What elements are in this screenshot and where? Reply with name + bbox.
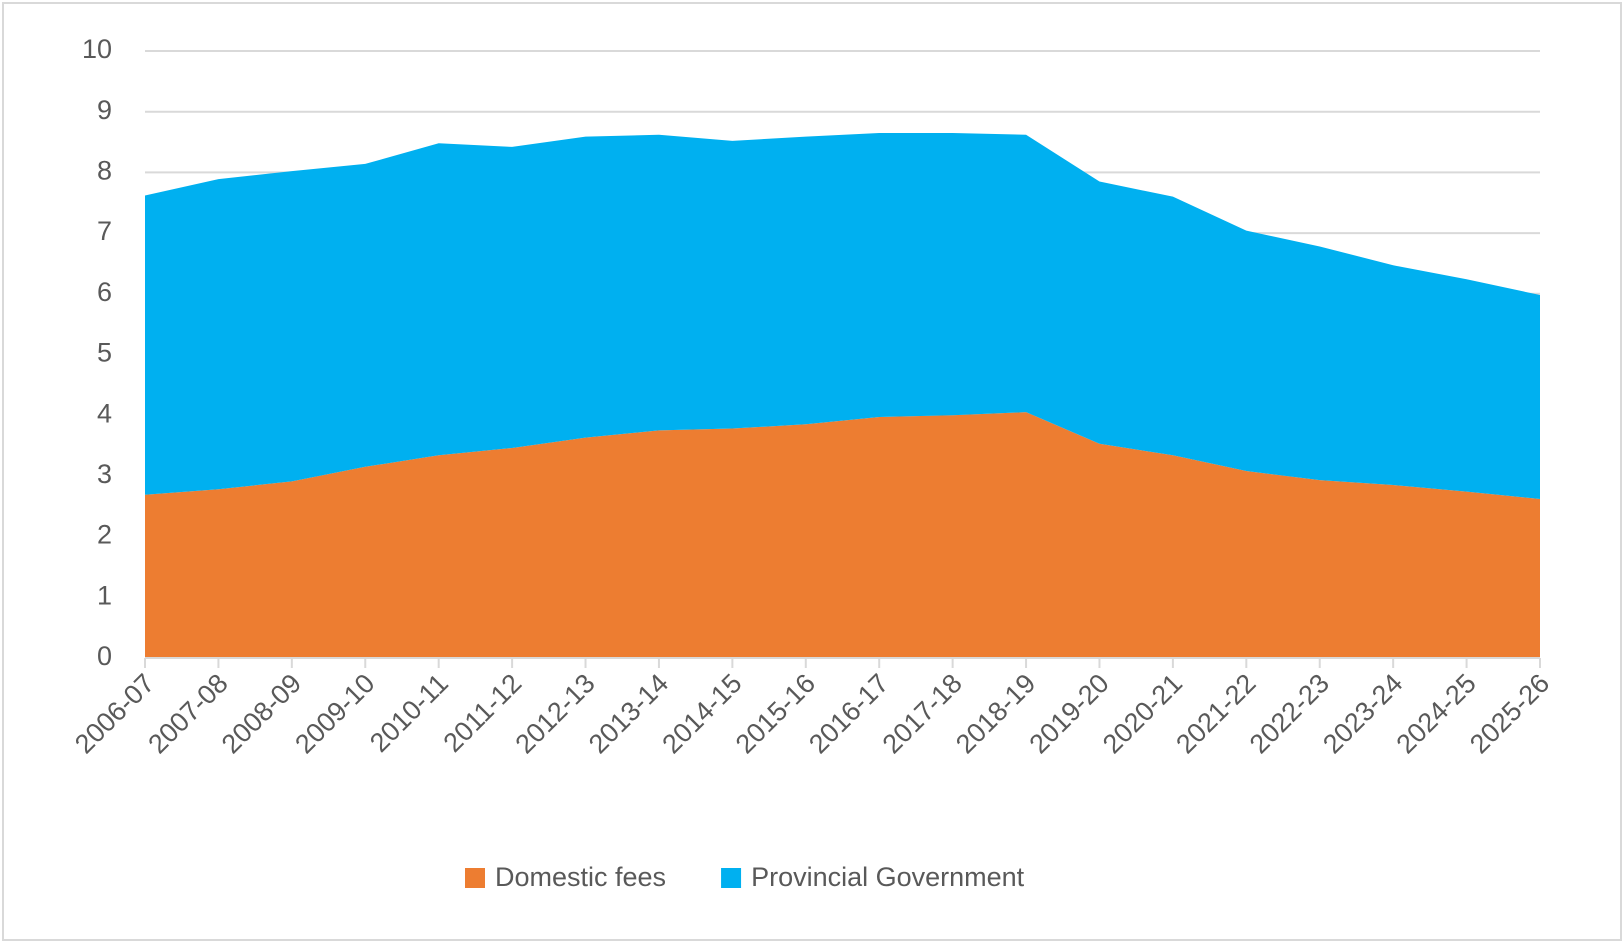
y-tick-label: 7 — [97, 216, 112, 246]
y-tick-label: 9 — [97, 95, 112, 125]
y-tick-label: 3 — [97, 459, 112, 489]
y-tick-label: 10 — [82, 34, 112, 64]
legend-label: Domestic fees — [495, 862, 666, 892]
legend-swatch — [721, 868, 742, 888]
y-tick-label: 8 — [97, 156, 112, 186]
area — [145, 132, 1540, 499]
area — [145, 412, 1540, 658]
y-tick-label: 5 — [97, 338, 112, 368]
y-tick-label: 2 — [97, 520, 112, 550]
y-tick-label: 1 — [97, 580, 112, 610]
y-tick-label: 6 — [97, 277, 112, 307]
y-tick-label: 0 — [97, 641, 112, 671]
legend-label: Provincial Government — [751, 862, 1025, 892]
y-tick-label: 4 — [97, 398, 112, 428]
legend-swatch — [465, 868, 485, 888]
